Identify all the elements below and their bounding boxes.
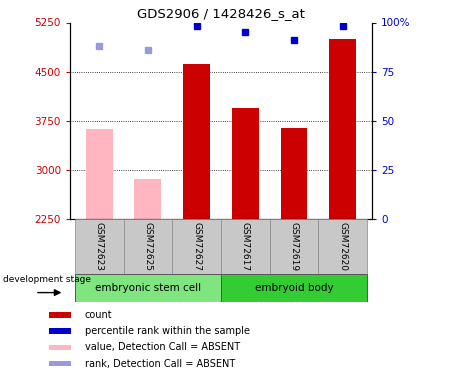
Text: GSM72627: GSM72627 <box>192 222 201 271</box>
Text: embryonic stem cell: embryonic stem cell <box>95 283 201 293</box>
Text: GSM72620: GSM72620 <box>338 222 347 271</box>
Bar <box>318 219 367 274</box>
Text: percentile rank within the sample: percentile rank within the sample <box>85 326 250 336</box>
Text: embryoid body: embryoid body <box>255 283 333 293</box>
Text: value, Detection Call = ABSENT: value, Detection Call = ABSENT <box>85 342 240 352</box>
Bar <box>329 39 356 219</box>
Bar <box>49 312 71 318</box>
Bar <box>221 219 270 274</box>
Bar <box>75 274 221 302</box>
Bar <box>221 274 367 302</box>
Text: GSM72625: GSM72625 <box>143 222 152 271</box>
Text: GSM72619: GSM72619 <box>290 222 299 271</box>
Bar <box>49 328 71 334</box>
Bar <box>270 219 318 274</box>
Bar <box>124 219 172 274</box>
Text: GSM72617: GSM72617 <box>241 222 250 271</box>
Bar <box>86 129 113 219</box>
Bar <box>232 108 259 219</box>
Text: development stage: development stage <box>4 275 92 284</box>
Bar <box>281 128 308 219</box>
Bar <box>49 345 71 350</box>
Bar <box>75 219 124 274</box>
Text: count: count <box>85 310 112 320</box>
Text: GSM72623: GSM72623 <box>95 222 104 271</box>
Bar <box>134 179 161 219</box>
Text: rank, Detection Call = ABSENT: rank, Detection Call = ABSENT <box>85 358 235 369</box>
Bar <box>183 64 210 219</box>
Title: GDS2906 / 1428426_s_at: GDS2906 / 1428426_s_at <box>137 7 305 20</box>
Bar <box>172 219 221 274</box>
Bar <box>49 361 71 366</box>
